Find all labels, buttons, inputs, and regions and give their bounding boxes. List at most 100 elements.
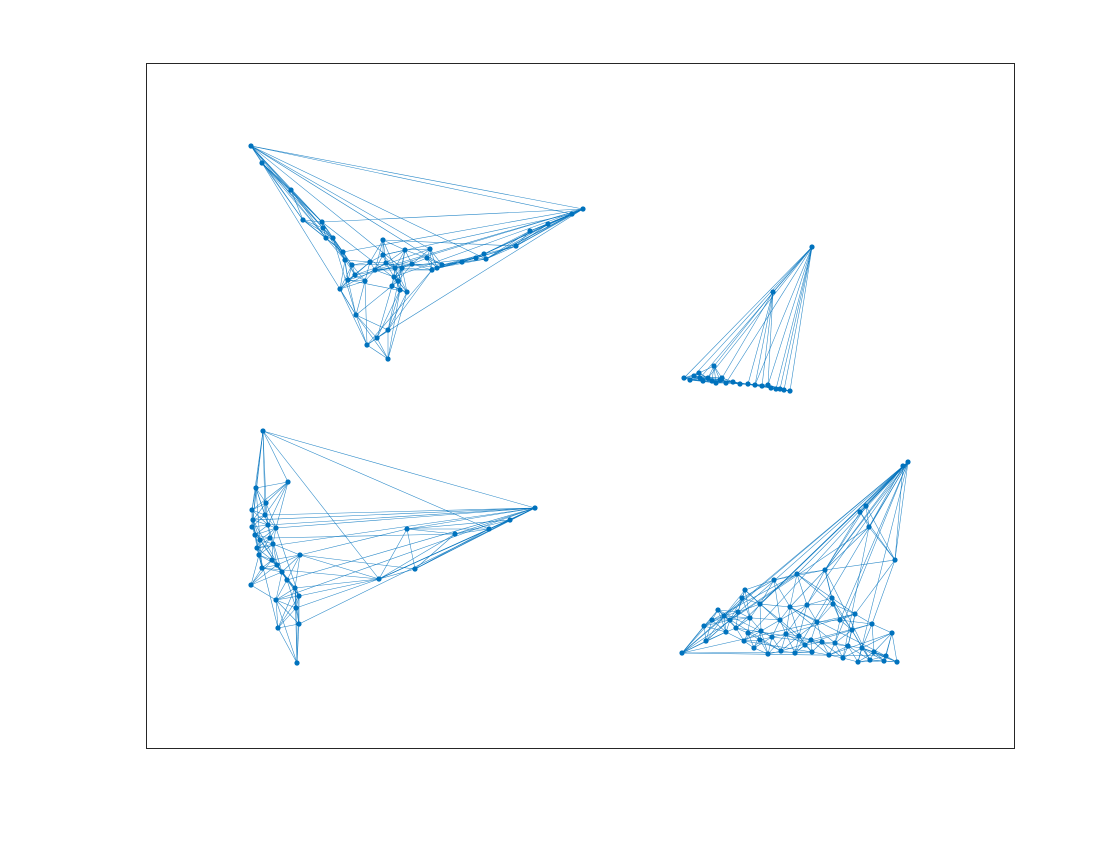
- graph-node: [253, 485, 259, 491]
- graph-edge: [729, 573, 798, 621]
- graph-edge: [258, 537, 271, 556]
- graph-node: [905, 459, 911, 465]
- graph-edge: [483, 208, 584, 255]
- graph-node: [802, 642, 808, 648]
- graph-edge: [269, 533, 456, 539]
- graph-edge: [780, 635, 800, 652]
- graph-edge: [299, 554, 416, 570]
- graph-edge: [832, 603, 841, 621]
- graph-node: [507, 517, 513, 523]
- graph-edge: [286, 507, 536, 581]
- graph-node: [777, 386, 783, 392]
- graph-node: [787, 604, 793, 610]
- graph-edge: [394, 249, 406, 269]
- graph-edge: [779, 604, 808, 621]
- graph-node: [256, 552, 262, 558]
- graph-node: [881, 658, 887, 664]
- graph-edge: [354, 248, 431, 276]
- graph-edge: [429, 248, 433, 271]
- graph-edge: [729, 617, 751, 621]
- graph-edge: [344, 259, 371, 263]
- graph-edge: [251, 487, 257, 511]
- graph-edge: [275, 579, 288, 601]
- graph-edge: [250, 145, 573, 215]
- graph-edge: [754, 291, 774, 386]
- graph-edge: [339, 262, 387, 290]
- graph-edge: [267, 481, 289, 526]
- graph-node: [296, 593, 302, 599]
- graph-edge: [767, 246, 813, 386]
- graph-edge: [773, 579, 781, 621]
- graph-node: [273, 525, 279, 531]
- graph-edge: [789, 606, 887, 657]
- graph-node: [770, 289, 776, 295]
- graph-edge: [735, 461, 909, 629]
- graph-edge: [376, 289, 401, 339]
- graph-edge: [411, 263, 438, 269]
- graph-node: [804, 602, 810, 608]
- graph-edge: [255, 481, 289, 489]
- graph-edge: [775, 246, 813, 390]
- graph-edge: [376, 208, 584, 339]
- graph-node: [262, 512, 268, 518]
- graph-edge: [754, 246, 813, 386]
- graph-edge: [272, 527, 277, 545]
- graph-node: [427, 246, 433, 252]
- axes-frame: [146, 63, 1015, 749]
- graph-edge: [798, 621, 818, 637]
- graph-edge: [256, 547, 273, 561]
- graph-node: [275, 625, 281, 631]
- graph-edge: [703, 625, 727, 633]
- graph-node: [709, 378, 715, 384]
- graph-edge: [277, 607, 297, 629]
- graph-edge: [251, 430, 264, 511]
- graph-edge: [302, 219, 323, 223]
- nodes-layer: [248, 143, 911, 666]
- graph-edge: [276, 554, 301, 566]
- graph-edge: [252, 519, 269, 526]
- graph-node: [392, 265, 398, 271]
- graph-edge: [705, 631, 727, 642]
- graph-edge: [250, 145, 443, 266]
- graph-edge: [339, 288, 368, 346]
- graph-node: [249, 507, 255, 513]
- graph-node: [681, 375, 687, 381]
- graph-edge: [839, 619, 873, 625]
- graph-edge: [894, 461, 909, 561]
- graph-edge: [773, 569, 826, 581]
- graph-edge: [681, 652, 887, 657]
- graph-edge: [771, 636, 782, 652]
- graph-edge: [261, 162, 327, 239]
- graph-edge: [780, 629, 853, 652]
- graph-node: [345, 277, 351, 283]
- graph-edge: [382, 239, 387, 264]
- graph-edge: [810, 621, 818, 641]
- graph-edge: [344, 259, 349, 281]
- graph-node: [737, 381, 743, 387]
- graph-edge: [332, 237, 346, 261]
- graph-node: [409, 261, 415, 267]
- graph-node: [486, 526, 492, 532]
- graph-edge: [759, 603, 781, 621]
- graph-edge: [871, 623, 893, 634]
- graph-node: [352, 272, 358, 278]
- graph-edge: [785, 613, 856, 635]
- graph-node: [320, 225, 326, 231]
- graph-edge: [369, 239, 384, 263]
- graph-node: [773, 386, 779, 392]
- graph-node: [826, 652, 832, 658]
- graph-edge: [264, 507, 536, 516]
- graph-node: [859, 645, 865, 651]
- graph-edge: [859, 511, 896, 561]
- graph-edge: [821, 641, 844, 659]
- graph-node: [527, 228, 533, 234]
- graph-edge: [277, 627, 298, 664]
- graph-edge: [387, 289, 401, 331]
- graph-node: [263, 500, 269, 506]
- graph-edge: [387, 291, 408, 331]
- graph-edge: [258, 543, 274, 556]
- graph-edge: [411, 263, 443, 266]
- graph-node: [723, 629, 729, 635]
- graph-node: [794, 571, 800, 577]
- graph-edge: [789, 246, 813, 392]
